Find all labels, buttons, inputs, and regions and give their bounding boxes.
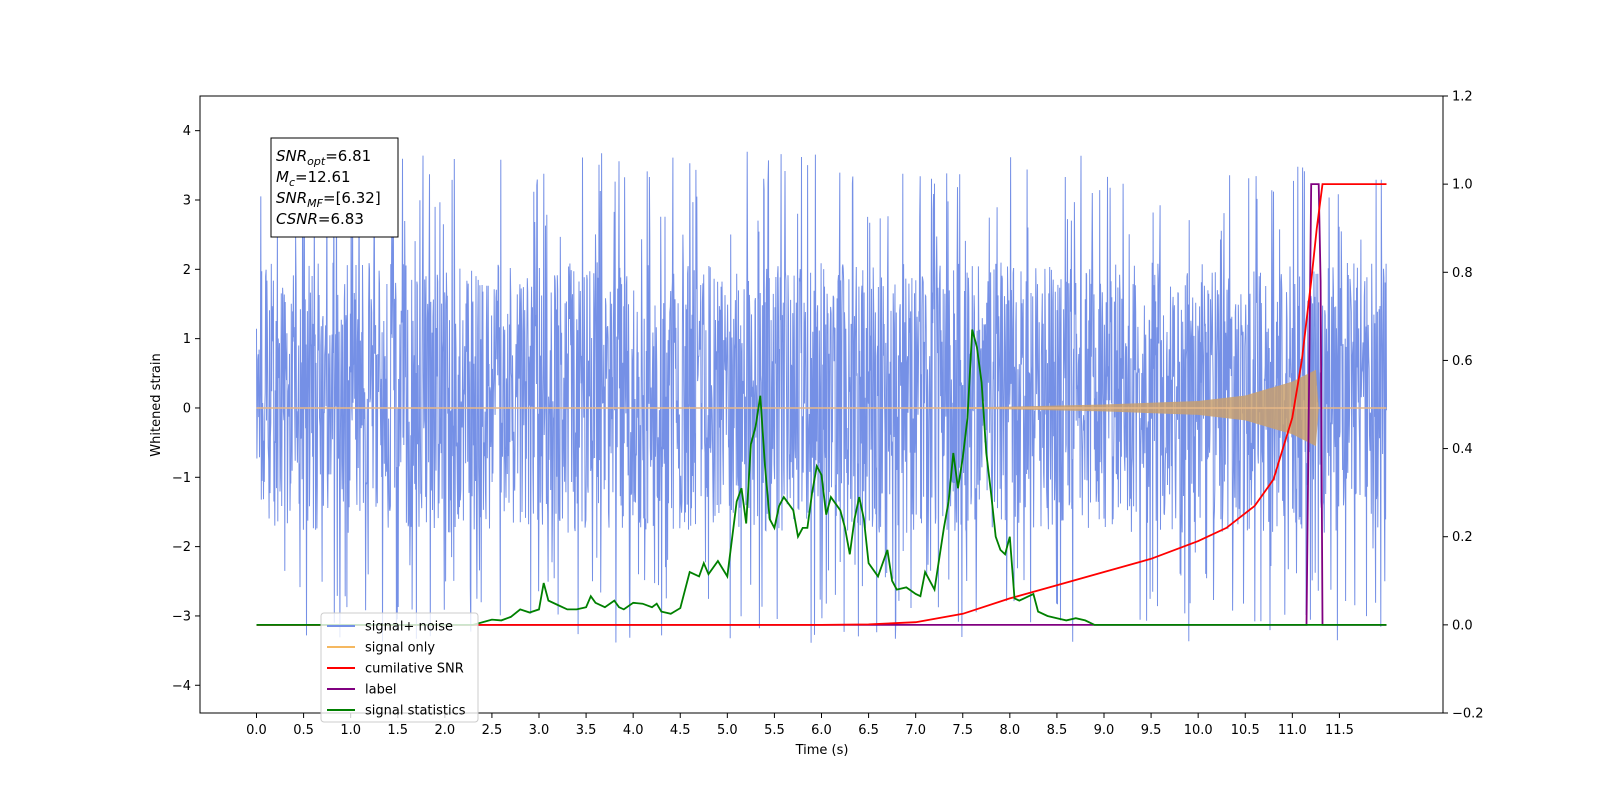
y-tick-label: −4: [172, 679, 191, 694]
annotation-value: =6.81: [325, 147, 371, 165]
annotation-frame: [270, 137, 399, 238]
y-tick-label: 2: [183, 263, 191, 278]
y-tick-label: −2: [172, 540, 191, 555]
annotation-value: =[6.32]: [323, 189, 381, 207]
annotation-value: =6.83: [318, 210, 364, 228]
legend-label: signal only: [365, 641, 435, 656]
x-tick-label: 0.0: [246, 723, 267, 738]
x-tick-label: 8.5: [1047, 723, 1068, 738]
legend-label: signal statistics: [365, 704, 466, 719]
legend-label: signal+ noise: [365, 620, 453, 635]
x-tick-label: 10.0: [1184, 723, 1213, 738]
annotation-line: CSNR=6.83: [276, 210, 364, 228]
legend-frame: [320, 612, 479, 723]
annotation-line: Mc=12.61: [276, 168, 351, 189]
y-axis-right: 1.2 1.0 0.8 0.6 0.4 0.2 0.0 −0.2: [1443, 90, 1484, 722]
y2-tick-label: 0.0: [1452, 618, 1473, 633]
x-tick-label: 4.0: [623, 723, 644, 738]
annotation-line: SNRopt=6.81: [276, 147, 371, 168]
annotation-subscript: opt: [307, 155, 326, 168]
y-tick-label: −1: [172, 471, 191, 486]
y-tick-label: 0: [183, 401, 191, 416]
annotation-subscript: MF: [307, 197, 323, 210]
x-tick-label: 2.5: [482, 723, 503, 738]
annotation-symbol: M: [276, 168, 289, 186]
x-tick-label: 6.0: [811, 723, 832, 738]
x-tick-label: 4.5: [670, 723, 691, 738]
x-tick-label: 7.0: [905, 723, 926, 738]
x-tick-label: 5.5: [764, 723, 785, 738]
x-tick-label: 11.5: [1325, 723, 1354, 738]
x-tick-label: 11.0: [1278, 723, 1307, 738]
y2-tick-label: 1.2: [1452, 90, 1473, 105]
x-tick-label: 9.5: [1141, 723, 1162, 738]
y-tick-label: 4: [183, 124, 191, 139]
series-signal-statistics: [256, 329, 1387, 626]
y2-tick-label: −0.2: [1452, 707, 1484, 722]
y-axis-left: 4 3 2 1 0 −1 −2 −3 −4: [172, 124, 200, 694]
annotation-symbol: CSNR: [276, 210, 318, 228]
annotation-value: =12.61: [295, 168, 351, 186]
plot-area: [256, 151, 1387, 643]
y-tick-label: 3: [183, 193, 191, 208]
y2-tick-label: 0.8: [1452, 266, 1473, 281]
x-tick-label: 2.0: [434, 723, 455, 738]
x-tick-label: 6.5: [858, 723, 879, 738]
x-tick-label: 1.5: [387, 723, 408, 738]
x-tick-label: 7.5: [952, 723, 973, 738]
x-tick-label: 9.0: [1094, 723, 1115, 738]
x-tick-label: 3.5: [576, 723, 597, 738]
x-tick-label: 0.5: [293, 723, 314, 738]
x-axis-label: Time (s): [795, 743, 849, 758]
y2-tick-label: 1.0: [1452, 178, 1473, 193]
x-tick-label: 8.0: [999, 723, 1020, 738]
legend: signal+ noise signal only cumilative SNR la…: [320, 612, 479, 723]
x-axis: 0.0 0.5 1.0 1.5 2.0 2.5 3.0 3.5 4.0 4.5 5.0 5.5 6.0 6…: [246, 713, 1354, 738]
x-tick-label: 5.0: [717, 723, 738, 738]
y2-tick-label: 0.4: [1452, 442, 1473, 457]
y-axis-label: Whitened strain: [149, 353, 164, 456]
y-tick-label: −3: [172, 609, 191, 624]
x-tick-label: 10.5: [1231, 723, 1260, 738]
legend-label: cumilative SNR: [365, 662, 464, 677]
y-tick-label: 1: [183, 332, 191, 347]
annotation-symbol: SNR: [276, 147, 307, 165]
annotation-line: SNRMF=[6.32]: [276, 189, 381, 210]
x-tick-label: 3.0: [529, 723, 550, 738]
annotation-subscript: c: [289, 176, 295, 189]
series-cumilative-snr: [256, 183, 1387, 626]
annotation-symbol: SNR: [276, 189, 307, 207]
y2-tick-label: 0.6: [1452, 354, 1473, 369]
series-signal-plus-noise: [256, 151, 1387, 643]
legend-label: label: [365, 683, 396, 698]
x-tick-label: 1.0: [340, 723, 361, 738]
y2-tick-label: 0.2: [1452, 530, 1473, 545]
